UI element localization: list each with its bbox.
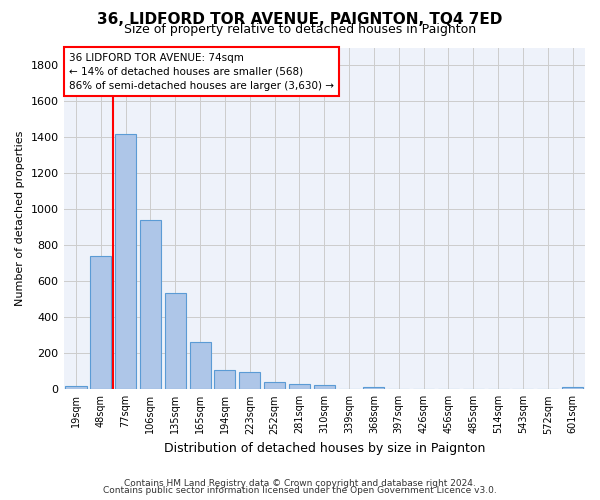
X-axis label: Distribution of detached houses by size in Paignton: Distribution of detached houses by size … <box>164 442 485 455</box>
Bar <box>314 385 335 390</box>
Bar <box>115 134 136 390</box>
Bar <box>140 220 161 390</box>
Bar <box>190 342 211 390</box>
Text: 36 LIDFORD TOR AVENUE: 74sqm
← 14% of detached houses are smaller (568)
86% of s: 36 LIDFORD TOR AVENUE: 74sqm ← 14% of de… <box>69 52 334 90</box>
Text: 36, LIDFORD TOR AVENUE, PAIGNTON, TQ4 7ED: 36, LIDFORD TOR AVENUE, PAIGNTON, TQ4 7E… <box>97 12 503 28</box>
Text: Size of property relative to detached houses in Paignton: Size of property relative to detached ho… <box>124 22 476 36</box>
Bar <box>264 382 285 390</box>
Bar <box>165 293 186 390</box>
Text: Contains HM Land Registry data © Crown copyright and database right 2024.: Contains HM Land Registry data © Crown c… <box>124 478 476 488</box>
Bar <box>214 370 235 390</box>
Bar <box>90 256 112 390</box>
Bar <box>65 386 86 390</box>
Bar <box>289 384 310 390</box>
Bar <box>562 386 583 390</box>
Y-axis label: Number of detached properties: Number of detached properties <box>15 130 25 306</box>
Bar <box>239 372 260 390</box>
Text: Contains public sector information licensed under the Open Government Licence v3: Contains public sector information licen… <box>103 486 497 495</box>
Bar <box>364 386 385 390</box>
